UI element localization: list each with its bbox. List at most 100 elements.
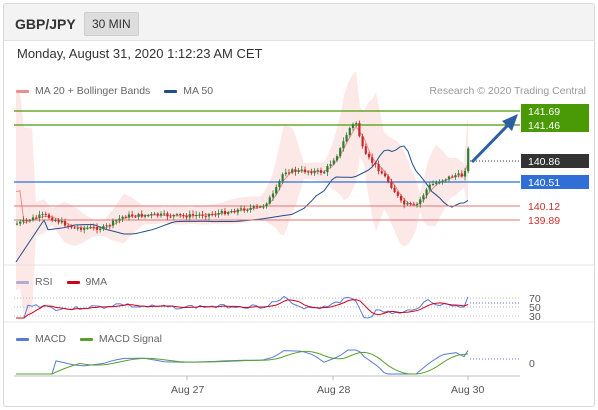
rsi-tick-30: 30 xyxy=(529,311,541,323)
candle-body xyxy=(403,200,406,205)
candle-body xyxy=(246,209,249,211)
timeframe-button[interactable]: 30 MIN xyxy=(84,12,139,36)
label-s2: 139.89 xyxy=(528,215,560,227)
resistance-label-box xyxy=(521,104,589,132)
price-labels: 141.69 141.46 140.86 140.51 140.12 139.8… xyxy=(521,104,589,227)
candle-body xyxy=(211,214,214,216)
bollinger-fill xyxy=(16,71,468,319)
candle-body xyxy=(60,221,63,223)
candle-body xyxy=(188,214,191,218)
candle-body xyxy=(92,226,95,228)
candle-body xyxy=(147,215,150,217)
candle-body xyxy=(99,228,102,230)
candle-body xyxy=(348,128,351,135)
label-r1: 141.46 xyxy=(528,120,560,132)
candle-body xyxy=(131,214,134,217)
candle-body xyxy=(268,197,271,204)
label-s1: 140.12 xyxy=(528,201,560,213)
candle-body xyxy=(73,227,76,229)
candle-body xyxy=(377,164,380,172)
candle-body xyxy=(83,227,86,230)
candle-body xyxy=(57,220,60,223)
candle-body xyxy=(198,214,201,216)
candle-body xyxy=(409,203,412,205)
candle-body xyxy=(435,182,438,184)
legend-9ma: 9MA xyxy=(66,276,107,288)
candle-body xyxy=(166,213,169,217)
candle-body xyxy=(223,210,227,215)
candle-body xyxy=(47,214,51,218)
candle-body xyxy=(355,123,358,125)
candle-body xyxy=(22,219,25,222)
candle-body xyxy=(25,219,28,221)
candle-body xyxy=(195,215,198,217)
candle-body xyxy=(297,170,300,172)
candle-body xyxy=(307,171,310,173)
candle-body xyxy=(54,220,57,222)
rsi-tick-50: 50 xyxy=(529,302,541,314)
forecast-arrow-line xyxy=(470,122,511,164)
candle-body xyxy=(422,195,425,200)
candle-body xyxy=(41,213,44,215)
main-legend: MA 20 + Bollinger Bands MA 50 xyxy=(16,85,227,97)
legend-label-macd-signal: MACD Signal xyxy=(98,333,162,345)
candle-body xyxy=(364,146,367,154)
candle-body xyxy=(361,136,364,147)
bollinger-band xyxy=(16,71,468,319)
candle-body xyxy=(415,204,419,206)
label-pivot: 140.51 xyxy=(528,177,560,189)
currency-pair-title: GBP/JPY xyxy=(15,16,76,32)
candle-body xyxy=(342,141,345,149)
candle-body xyxy=(406,203,409,205)
candle-body xyxy=(281,174,284,181)
candle-body xyxy=(127,214,131,218)
candle-body xyxy=(255,206,259,208)
candle-body xyxy=(89,226,92,228)
candle-body xyxy=(284,172,287,175)
x-axis: Aug 27 Aug 28 Aug 30 xyxy=(171,376,484,396)
candle-body xyxy=(454,175,457,178)
candle-body xyxy=(419,199,422,205)
candle-body xyxy=(399,195,403,201)
candle-body xyxy=(227,212,230,215)
candle-body xyxy=(51,217,54,221)
legend-label-macd: MACD xyxy=(35,333,66,345)
candle-body xyxy=(140,213,143,217)
macd-signal-line xyxy=(16,350,469,375)
candle-body xyxy=(207,214,211,217)
candle-body xyxy=(217,213,220,215)
candle-body xyxy=(345,134,348,142)
rsi-9ma-line xyxy=(16,299,469,319)
candle-body xyxy=(67,225,70,227)
price-candles xyxy=(15,120,470,234)
macd-line xyxy=(16,349,469,375)
candle-body xyxy=(179,214,182,216)
candle-body xyxy=(172,215,175,217)
legend-swatch-macd xyxy=(16,337,29,341)
rsi-legend: RSI 9MA xyxy=(16,276,121,288)
candle-body xyxy=(201,214,204,216)
candle-body xyxy=(108,225,111,227)
ma50-line xyxy=(15,145,469,263)
candle-body xyxy=(121,216,124,219)
legend-ma20-bollinger: MA 20 + Bollinger Bands xyxy=(16,85,150,97)
candle-body xyxy=(275,187,278,194)
candle-body xyxy=(31,217,35,221)
candle-body xyxy=(124,216,127,218)
candle-body xyxy=(102,226,105,229)
legend-ma50: MA 50 xyxy=(164,85,213,97)
legend-macd: MACD xyxy=(16,333,66,345)
candle-body xyxy=(380,171,383,174)
candle-body xyxy=(70,225,73,228)
candle-body xyxy=(374,162,377,165)
candle-body xyxy=(390,181,393,188)
candle-body xyxy=(15,223,19,225)
candle-body xyxy=(441,180,444,183)
candle-body xyxy=(278,180,281,188)
candle-body xyxy=(105,225,108,227)
candle-body xyxy=(323,172,326,174)
candle-body xyxy=(143,215,147,217)
rsi-tick-70: 70 xyxy=(529,293,541,305)
candle-body xyxy=(287,172,291,174)
candle-body xyxy=(358,123,361,137)
